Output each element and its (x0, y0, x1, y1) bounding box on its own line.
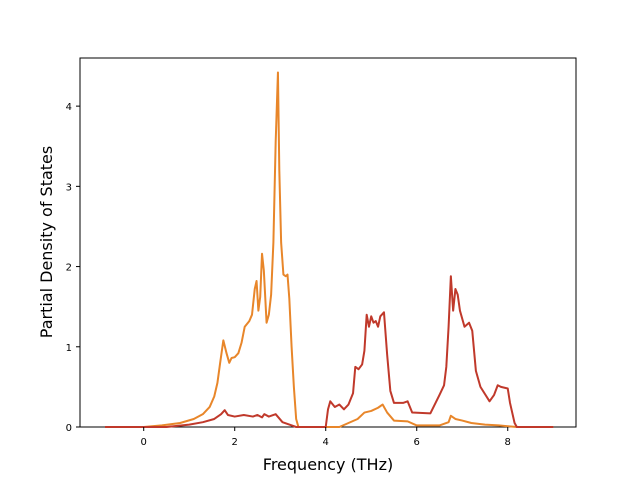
x-axis-ticks: 0 2 4 6 8 (141, 427, 511, 448)
y-tick-label: 4 (66, 102, 72, 113)
y-tick-label: 2 (66, 263, 72, 274)
y-tick-label: 1 (66, 343, 72, 354)
plot-frame (79, 57, 577, 428)
series-layer (105, 71, 554, 428)
series-line-2 (105, 275, 554, 428)
x-tick-label: 0 (141, 437, 147, 448)
x-tick-label: 8 (505, 437, 511, 448)
y-tick-label: 0 (66, 423, 72, 434)
x-tick-label: 4 (323, 437, 329, 448)
y-tick-label: 3 (66, 182, 72, 193)
y-axis-ticks: 0 1 2 3 4 (66, 102, 80, 434)
x-axis-title: Frequency (THz) (263, 455, 393, 474)
x-tick-label: 6 (414, 437, 420, 448)
x-tick-label: 2 (232, 437, 238, 448)
series-line-1 (105, 71, 554, 428)
y-axis-title: Partial Density of States (37, 146, 56, 338)
